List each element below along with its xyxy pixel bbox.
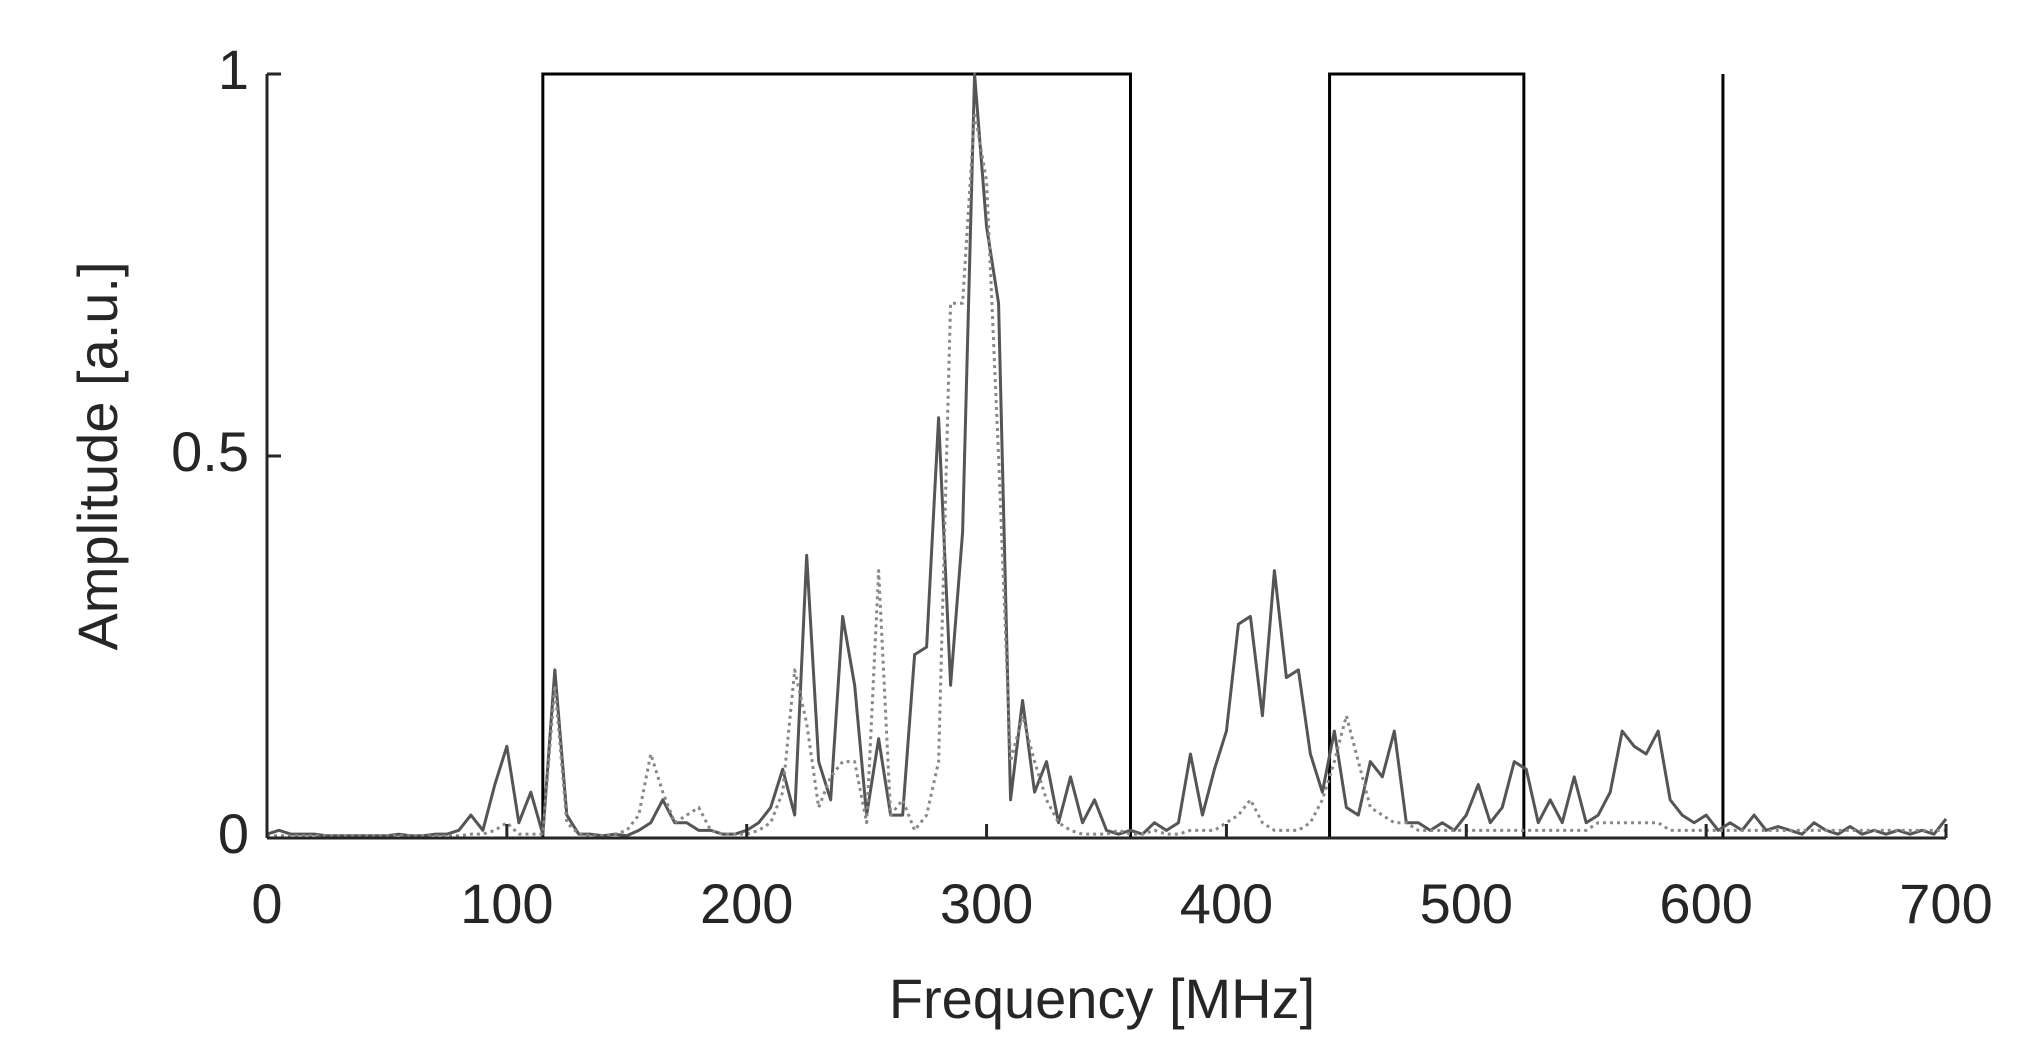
- x-axis-label: Frequency [MHz]: [889, 967, 1315, 1030]
- x-tick-label: 500: [1420, 872, 1513, 935]
- x-tick-label: 700: [1899, 872, 1992, 935]
- x-tick-label: 200: [700, 872, 793, 935]
- y-axis-label: Amplitude [a.u.]: [66, 261, 129, 650]
- series-line: [267, 110, 1946, 838]
- y-tick-label: 1: [218, 38, 249, 101]
- x-tick-label: 400: [1180, 872, 1273, 935]
- series-line: [266, 72, 1948, 838]
- band: [1328, 72, 1526, 840]
- y-tick-label: 0: [218, 802, 249, 865]
- x-tick-label: 600: [1659, 872, 1752, 935]
- x-tick-label: 0: [251, 872, 282, 935]
- x-tick-label: 300: [940, 872, 1033, 935]
- x-tick-label: 100: [460, 872, 553, 935]
- y-tick-label: 0.5: [171, 420, 249, 483]
